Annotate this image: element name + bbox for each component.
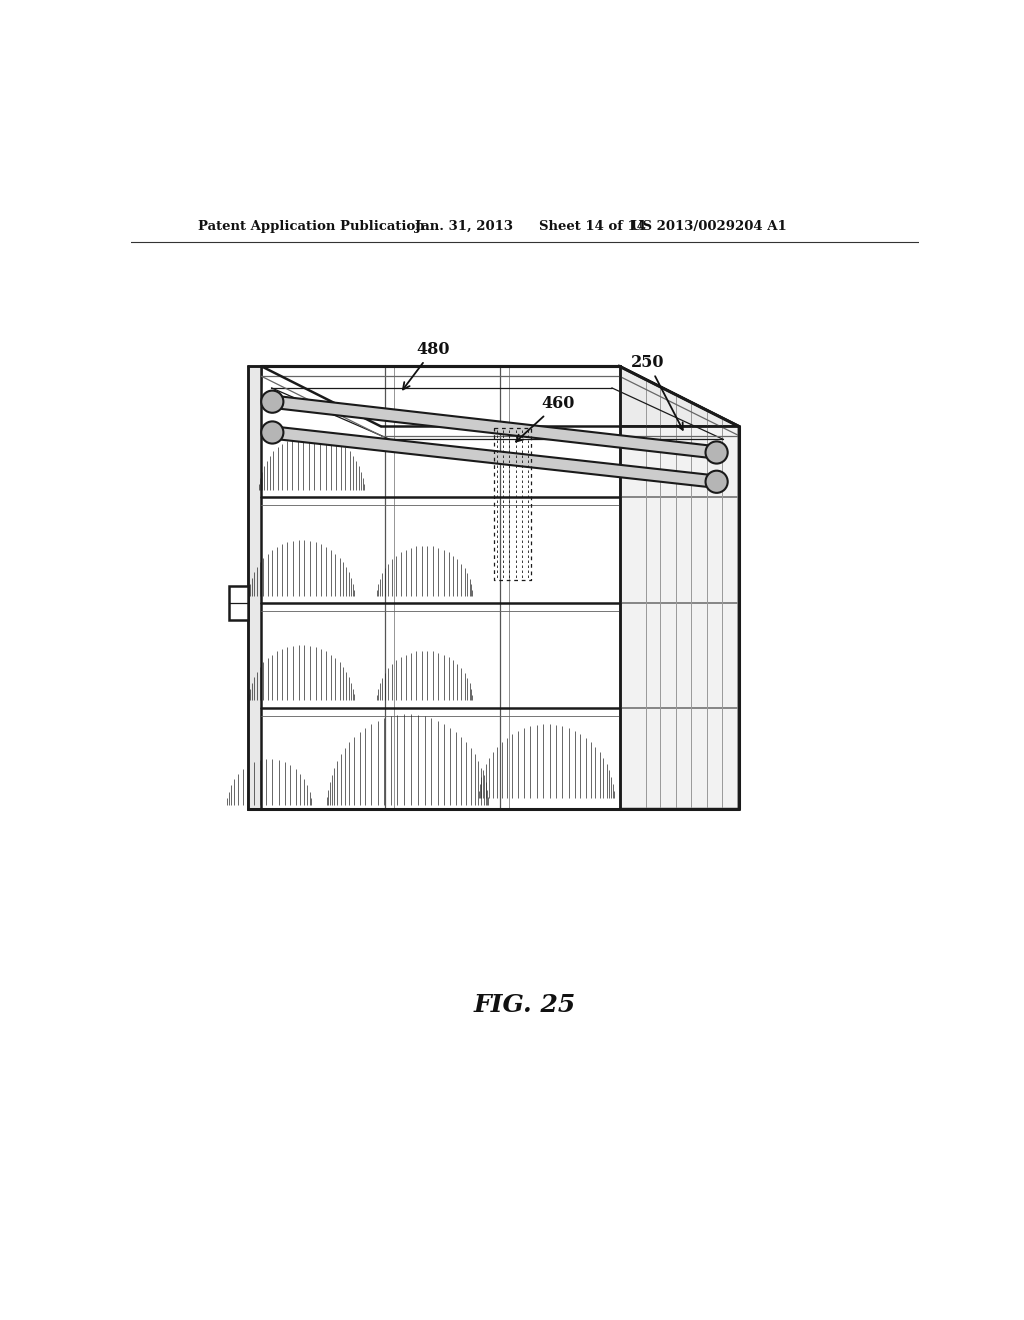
Text: Sheet 14 of 14: Sheet 14 of 14 (539, 219, 646, 232)
Polygon shape (271, 426, 717, 488)
Text: Patent Application Publication: Patent Application Publication (199, 219, 425, 232)
Text: 480: 480 (403, 341, 450, 389)
Polygon shape (271, 396, 717, 458)
Text: FIG. 25: FIG. 25 (474, 994, 575, 1018)
Text: 250: 250 (631, 354, 683, 430)
Polygon shape (229, 586, 248, 620)
Polygon shape (261, 367, 739, 426)
Text: US 2013/0029204 A1: US 2013/0029204 A1 (631, 219, 786, 232)
Ellipse shape (261, 391, 284, 413)
Polygon shape (620, 367, 739, 809)
Ellipse shape (706, 441, 728, 463)
Polygon shape (248, 367, 261, 809)
Text: Jan. 31, 2013: Jan. 31, 2013 (416, 219, 513, 232)
Ellipse shape (706, 471, 728, 492)
Polygon shape (248, 367, 620, 809)
Ellipse shape (261, 421, 284, 444)
Text: 460: 460 (516, 395, 574, 442)
